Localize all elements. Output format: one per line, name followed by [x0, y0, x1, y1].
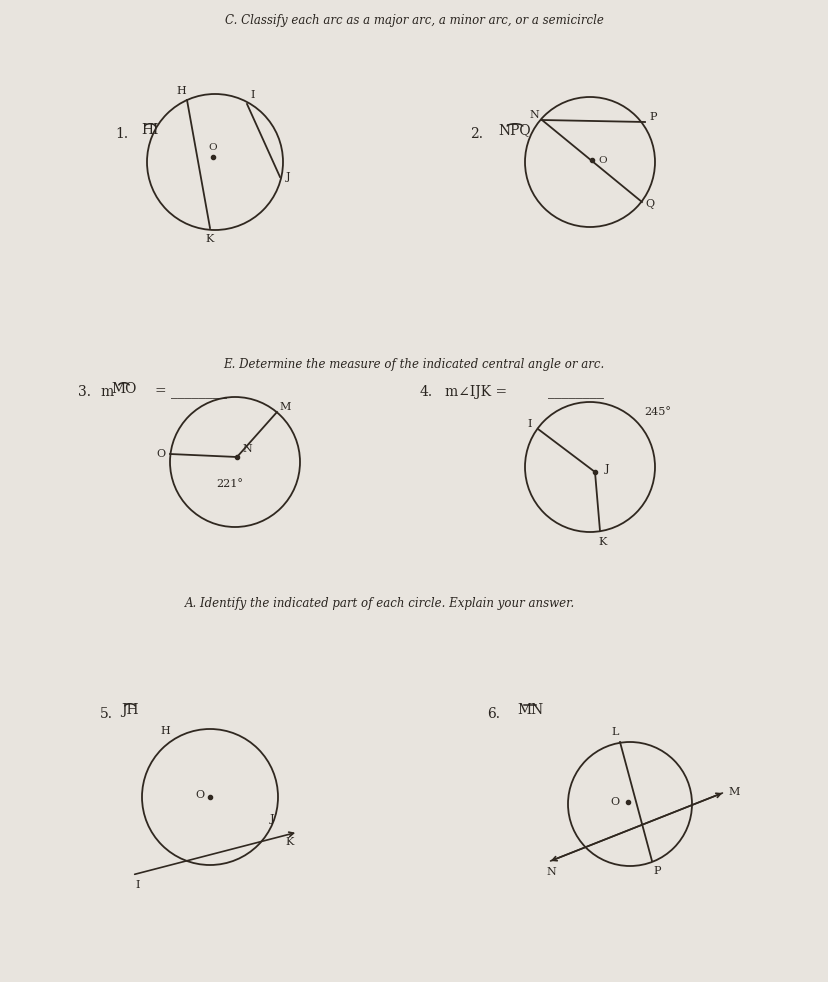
Text: 5.: 5. [100, 707, 113, 721]
Text: O: O [610, 797, 619, 807]
Text: N: N [528, 110, 538, 120]
Text: H: H [176, 86, 185, 96]
Text: J: J [286, 172, 290, 182]
Text: K: K [598, 537, 606, 547]
Text: HI: HI [141, 123, 158, 137]
Text: MO: MO [111, 382, 137, 396]
Text: NPQ: NPQ [498, 123, 531, 137]
Text: MN: MN [516, 703, 542, 717]
Text: 1.: 1. [115, 127, 128, 141]
Text: P: P [648, 112, 656, 122]
Text: Q: Q [645, 199, 654, 209]
Text: P: P [652, 866, 660, 876]
Text: J: J [270, 814, 274, 824]
Text: J: J [604, 464, 609, 474]
Text: I: I [527, 419, 532, 429]
Text: O: O [156, 449, 166, 459]
Text: L: L [610, 727, 618, 737]
Text: I: I [136, 880, 140, 890]
Text: ________: ________ [547, 385, 604, 399]
Text: O: O [209, 142, 217, 151]
Text: K: K [286, 837, 294, 847]
Text: I: I [250, 90, 255, 100]
Text: 2.: 2. [469, 127, 483, 141]
Text: H: H [160, 726, 170, 736]
Text: 245°: 245° [644, 407, 671, 417]
Text: C. Classify each arc as a major arc, a minor arc, or a semicircle: C. Classify each arc as a major arc, a m… [224, 14, 603, 27]
Text: 3.: 3. [78, 385, 91, 399]
Text: JH: JH [121, 703, 138, 717]
Text: N: N [546, 867, 556, 877]
Text: 221°: 221° [216, 479, 243, 489]
Text: m∠IJK =: m∠IJK = [445, 385, 507, 399]
Text: m: m [100, 385, 113, 399]
Text: A. Identify the indicated part of each circle. Explain your answer.: A. Identify the indicated part of each c… [185, 597, 575, 611]
Text: K: K [205, 234, 214, 244]
Text: M: M [728, 787, 739, 797]
Text: 4.: 4. [420, 385, 432, 399]
Text: 6.: 6. [486, 707, 499, 721]
Text: N: N [242, 444, 252, 454]
Text: O: O [195, 790, 205, 800]
Text: M: M [279, 402, 291, 412]
Text: E. Determine the measure of the indicated central angle or arc.: E. Determine the measure of the indicate… [223, 357, 604, 370]
Text: O: O [597, 155, 606, 165]
Text: = ________: = ________ [155, 385, 227, 399]
